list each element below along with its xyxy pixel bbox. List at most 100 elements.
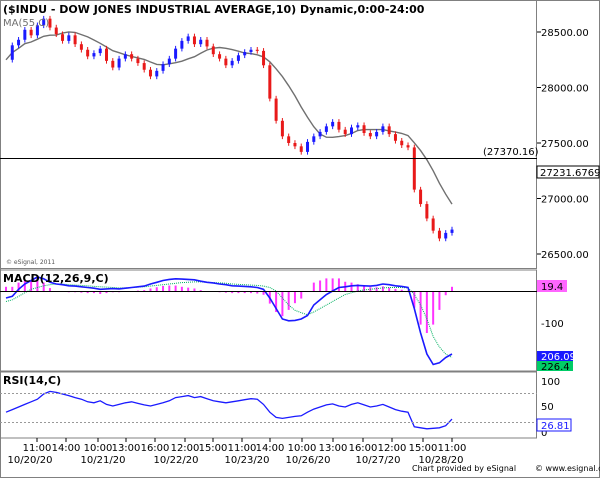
moving-average-line [5,31,453,205]
candle-body [306,141,310,152]
candle-body [17,39,21,46]
candle-body [400,140,404,146]
price-candles [10,15,454,242]
macd-line-badge [537,351,573,362]
date-label: 10/21/20 [81,455,126,466]
price-axis: 28500.00 28000.00 27500.00 27000.00 26500.00 [537,28,589,261]
candle-body [186,36,190,41]
price-tick-label: 26500.00 [541,250,589,261]
candle-body [331,121,335,127]
candle-body [29,29,33,36]
rsi-lines [5,390,453,430]
candle-body [54,27,58,35]
candle-body [375,131,379,137]
candle-body [167,58,171,65]
candle-body [136,58,140,64]
price-panel [0,0,537,269]
time-tick-label: 13:00 [319,443,348,454]
candle-body [61,34,65,41]
candle-body [130,54,134,59]
price-tick-label: 27500.00 [541,139,589,150]
candle-body [437,230,441,239]
candle-body [356,125,360,128]
candle-body [105,48,109,61]
rsi-value: 26.81 [541,421,570,432]
date-label: 10/23/20 [225,455,270,466]
candle-body [236,55,240,61]
candle-body [111,60,115,68]
candle-body [349,127,353,135]
candle-body [243,51,247,56]
candle-body [262,50,266,66]
candle-body [73,35,77,45]
macd-title: MACD(12,26,9,C) [3,272,109,285]
time-tick-label: 15:00 [409,443,438,454]
ma-55-line [5,31,453,205]
candle-body [299,146,303,152]
rsi-panel [0,371,537,439]
candle-body [205,39,209,47]
price-tick-label: 27000.00 [541,195,589,206]
candle-body [48,18,52,28]
rsi-tick-0: 0 [541,428,547,439]
candle-body [268,65,272,99]
footer-provider: Chart provided by eSignal [412,464,516,473]
candle-body [393,134,397,141]
rsi-value-badge [536,418,572,432]
macd-tick-minus100: -100 [541,319,564,330]
reference-line-label: (27370.16) [483,147,539,158]
candle-body [10,45,14,60]
candle-body [224,58,228,66]
time-tick-label: 11:00 [23,443,52,454]
last-price-value: 27231.6769 [540,168,600,179]
time-tick-label: 16:00 [349,443,378,454]
candle-body [23,29,27,40]
footer-copyright: © www.esignal.com [535,464,600,473]
candle-body [431,218,435,231]
last-price-badge [536,165,600,179]
date-label: 10/27/20 [356,455,401,466]
candle-body [230,60,234,66]
date-label: 10/26/20 [286,455,331,466]
candle-body [324,126,328,132]
time-tick-label: 10:00 [288,443,317,454]
time-tick-label: 12:00 [171,443,200,454]
time-tick-label: 13:00 [112,443,141,454]
candle-body [343,129,347,135]
macd-signal-badge [537,361,573,371]
candle-body [199,39,203,45]
candle-body [287,136,291,143]
candle-body [368,133,372,137]
time-tick-label: 14:00 [52,443,81,454]
candle-body [406,145,410,148]
candle-body [255,49,259,51]
rsi-title: RSI(14,C) [3,374,61,387]
candle-body [419,189,423,205]
candle-body [67,35,71,41]
candle-body [42,18,46,26]
rsi-line [5,390,453,430]
candle-body [425,204,429,219]
candle-body [86,49,90,57]
candle-body [218,54,222,59]
time-tick-label: 15:00 [199,443,228,454]
esignal-watermark: © eSignal, 2011 [6,259,55,266]
rsi-tick-100: 100 [541,377,560,388]
candle-body [387,126,391,135]
candle-body [98,48,102,54]
candle-body [293,143,297,147]
macd-main-line [5,276,453,366]
macd-hist-value: 19.4 [541,282,563,293]
candle-body [142,63,146,70]
date-label: 10/20/20 [8,455,53,466]
candle-body [35,25,39,36]
candle-body [381,126,385,132]
candle-body [312,136,316,142]
macd-signal-value: 226.4 [541,362,570,373]
date-label: 10/22/20 [154,455,199,466]
candle-body [450,229,454,233]
candle-body [123,54,127,59]
date-label: 10/28/20 [419,455,464,466]
